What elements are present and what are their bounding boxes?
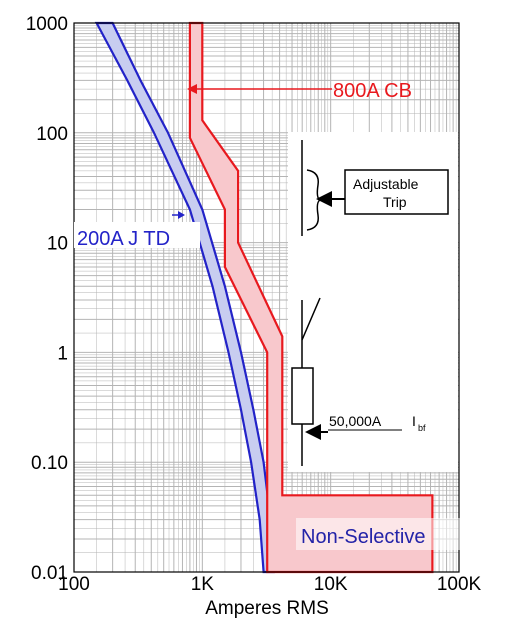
- x-axis-title: Amperes RMS: [205, 598, 329, 619]
- x-tick-label: 1K: [191, 574, 215, 595]
- non-selective-label: Non-Selective: [301, 526, 426, 548]
- cb-series-label: 800A CB: [333, 80, 412, 102]
- adjustable-arrow-icon: [316, 191, 332, 207]
- fuse-body: [291, 367, 314, 425]
- y-tick-label: 0.10: [31, 453, 68, 474]
- adjustable-trip-box: [344, 169, 449, 215]
- y-tick-label: 1: [57, 343, 68, 364]
- y-tick-label: 1000: [26, 14, 68, 35]
- adjustable-trip-label-line2: Trip: [383, 194, 407, 210]
- fault-symbol-subscript: bf: [418, 423, 426, 433]
- one-line-diagram: Adjustable Trip 50,000A I bf: [288, 132, 458, 472]
- x-tick-label: 10K: [314, 574, 348, 595]
- y-tick-label: 0.01: [31, 563, 68, 584]
- td-series-label: 200A J TD: [77, 228, 170, 250]
- grid-lines: [74, 23, 459, 572]
- x-tick-label: 100: [58, 574, 90, 595]
- y-tick-label: 100: [36, 124, 68, 145]
- plot-frame: [73, 22, 460, 573]
- y-tick-label: 10: [47, 234, 68, 255]
- fault-arrow-icon: [305, 424, 321, 440]
- x-tick-label: 100K: [437, 574, 482, 595]
- td-label-background: [74, 222, 200, 248]
- series-labels: 800A CB 200A J TD Non-Selective: [74, 80, 463, 550]
- td-arrow-icon: [178, 211, 185, 219]
- fault-symbol: I: [412, 413, 416, 429]
- cb-pointer-arrow-icon: [187, 84, 197, 94]
- breaker-switch-blade: [301, 297, 321, 341]
- non-selective-background: [296, 518, 463, 550]
- curve-band-800a-cb: [188, 21, 434, 574]
- adjustable-trip-label-line1: Adjustable: [353, 176, 419, 192]
- fault-current-label: 50,000A: [329, 413, 382, 429]
